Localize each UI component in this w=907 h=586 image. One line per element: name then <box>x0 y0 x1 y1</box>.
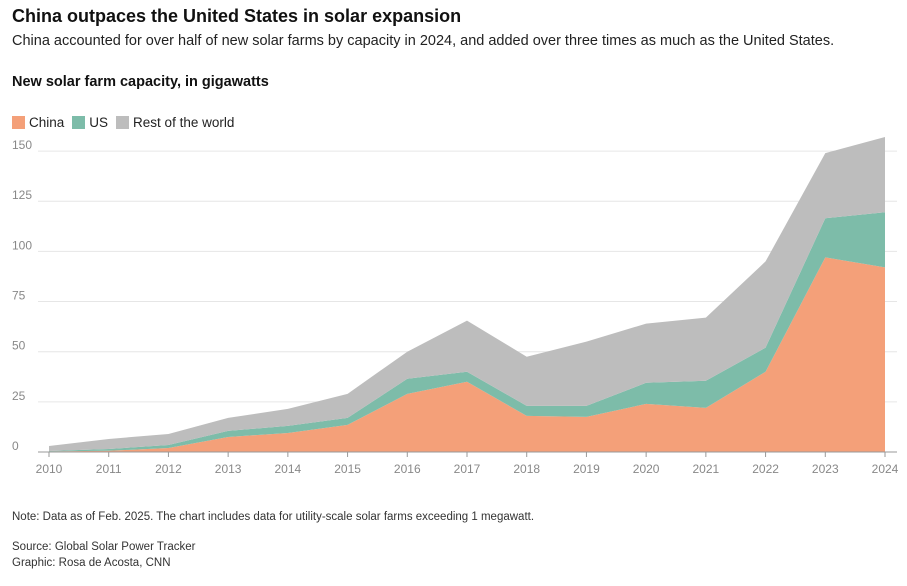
x-tick-label-2012: 2012 <box>155 462 182 476</box>
legend-item-rest: Rest of the world <box>116 115 234 130</box>
x-tick-label-2023: 2023 <box>812 462 839 476</box>
area-us <box>49 212 885 452</box>
x-tick-label-2024: 2024 <box>872 462 899 476</box>
x-tick-label-2015: 2015 <box>334 462 361 476</box>
chart-value-label: New solar farm capacity, in gigawatts <box>12 74 269 90</box>
x-tick-label-2011: 2011 <box>96 462 122 476</box>
y-tick-label-0: 0 <box>12 439 19 453</box>
legend-label-rest: Rest of the world <box>133 115 235 130</box>
x-tick-label-2014: 2014 <box>275 462 302 476</box>
source-line: Source: Global Solar Power Tracker <box>12 541 196 553</box>
y-tick-label-75: 75 <box>12 289 26 303</box>
x-tick-label-2017: 2017 <box>454 462 481 476</box>
legend-item-us: US <box>72 115 108 130</box>
x-tick-label-2020: 2020 <box>633 462 660 476</box>
legend-swatch-us <box>72 116 86 129</box>
y-tick-label-50: 50 <box>12 339 26 353</box>
legend: China US Rest of the world <box>12 115 242 130</box>
chart-title: China outpaces the United States in sola… <box>12 6 462 26</box>
legend-label-us: US <box>89 115 109 130</box>
x-tick-label-2013: 2013 <box>215 462 242 476</box>
legend-label-china: China <box>29 115 65 130</box>
y-tick-label-100: 100 <box>12 238 32 252</box>
area-china <box>49 257 885 452</box>
y-tick-label-125: 125 <box>12 188 32 202</box>
x-tick-label-2016: 2016 <box>394 462 421 476</box>
x-tick-label-2022: 2022 <box>752 462 779 476</box>
legend-swatch-china <box>12 116 25 129</box>
x-tick-label-2018: 2018 <box>513 462 540 476</box>
credit-line: Graphic: Rosa de Acosta, CNN <box>12 557 171 569</box>
legend-item-china: China <box>12 115 64 130</box>
footnote: Note: Data as of Feb. 2025. The chart in… <box>12 511 535 523</box>
y-tick-label-150: 150 <box>12 138 32 152</box>
y-tick-label-25: 25 <box>12 389 26 403</box>
x-tick-label-2019: 2019 <box>573 462 600 476</box>
area-rest-of-the-world <box>49 137 885 451</box>
chart-subtitle: China accounted for over half of new sol… <box>12 33 835 49</box>
legend-swatch-rest <box>116 116 130 129</box>
x-tick-label-2010: 2010 <box>36 462 63 476</box>
x-tick-label-2021: 2021 <box>693 462 720 476</box>
